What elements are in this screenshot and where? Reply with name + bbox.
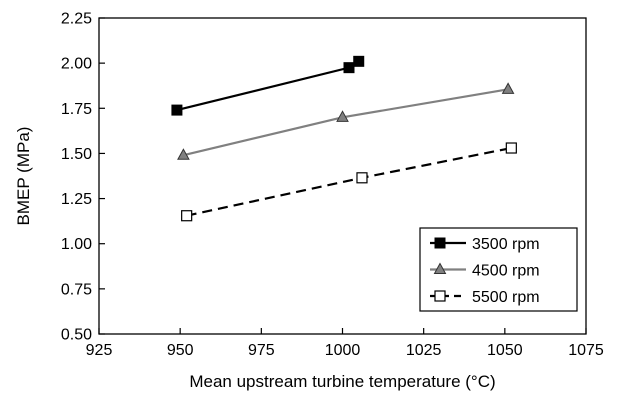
legend-entry: 4500 rpm bbox=[430, 262, 540, 280]
y-tick-label: 1.75 bbox=[61, 101, 92, 118]
y-tick-label: 1.00 bbox=[61, 236, 92, 253]
x-tick-label: 975 bbox=[248, 342, 275, 359]
data-point bbox=[501, 82, 515, 94]
legend-label: 5500 rpm bbox=[472, 289, 540, 306]
y-tick-label: 0.50 bbox=[61, 327, 92, 344]
data-point bbox=[177, 148, 190, 160]
y-tick-label: 0.75 bbox=[61, 281, 92, 298]
x-tick-label: 1050 bbox=[487, 342, 523, 359]
series-1 bbox=[177, 82, 515, 160]
legend-entry: 3500 rpm bbox=[430, 236, 540, 253]
legend-marker bbox=[433, 262, 447, 274]
x-tick-label: 1075 bbox=[568, 342, 604, 359]
legend-items: 3500 rpm 4500 rpm 5500 rpm bbox=[430, 236, 540, 306]
series-line bbox=[183, 88, 509, 157]
data-point bbox=[171, 104, 183, 116]
legend-entry: 5500 rpm bbox=[430, 289, 540, 306]
y-tick-label: 1.25 bbox=[61, 191, 92, 208]
legend-label: 3500 rpm bbox=[472, 236, 540, 253]
x-tick-label: 1025 bbox=[406, 342, 442, 359]
series-line bbox=[186, 146, 512, 217]
series-0 bbox=[171, 55, 365, 116]
x-axis-ticks: 925 950 975 1000 1025 1050 1075 bbox=[86, 328, 604, 359]
legend: 3500 rpm 4500 rpm 5500 rpm bbox=[419, 227, 578, 312]
x-tick-label: 1000 bbox=[325, 342, 361, 359]
legend-marker bbox=[434, 237, 446, 249]
data-point bbox=[353, 55, 365, 67]
y-axis-ticks: 0.50 0.75 1.00 1.25 1.50 1.75 2.00 2.25 bbox=[61, 11, 105, 344]
legend-box bbox=[419, 227, 578, 312]
y-tick-label: 1.50 bbox=[61, 146, 92, 163]
data-point bbox=[336, 110, 349, 122]
y-tick-label: 2.25 bbox=[61, 11, 92, 28]
x-tick-label: 950 bbox=[167, 342, 194, 359]
data-point bbox=[343, 62, 355, 74]
series-layer bbox=[171, 55, 517, 222]
x-tick-label: 925 bbox=[86, 342, 113, 359]
y-tick-label: 2.00 bbox=[61, 56, 92, 73]
y-axis-label: BMEP (MPa) bbox=[14, 127, 33, 226]
x-axis-label: Mean upstream turbine temperature (°C) bbox=[189, 372, 495, 391]
series-line bbox=[176, 60, 360, 112]
data-point bbox=[356, 172, 368, 184]
legend-label: 4500 rpm bbox=[472, 263, 540, 280]
data-point bbox=[505, 142, 517, 154]
data-point bbox=[181, 210, 193, 222]
series-2 bbox=[181, 142, 517, 222]
legend-marker bbox=[434, 290, 446, 302]
